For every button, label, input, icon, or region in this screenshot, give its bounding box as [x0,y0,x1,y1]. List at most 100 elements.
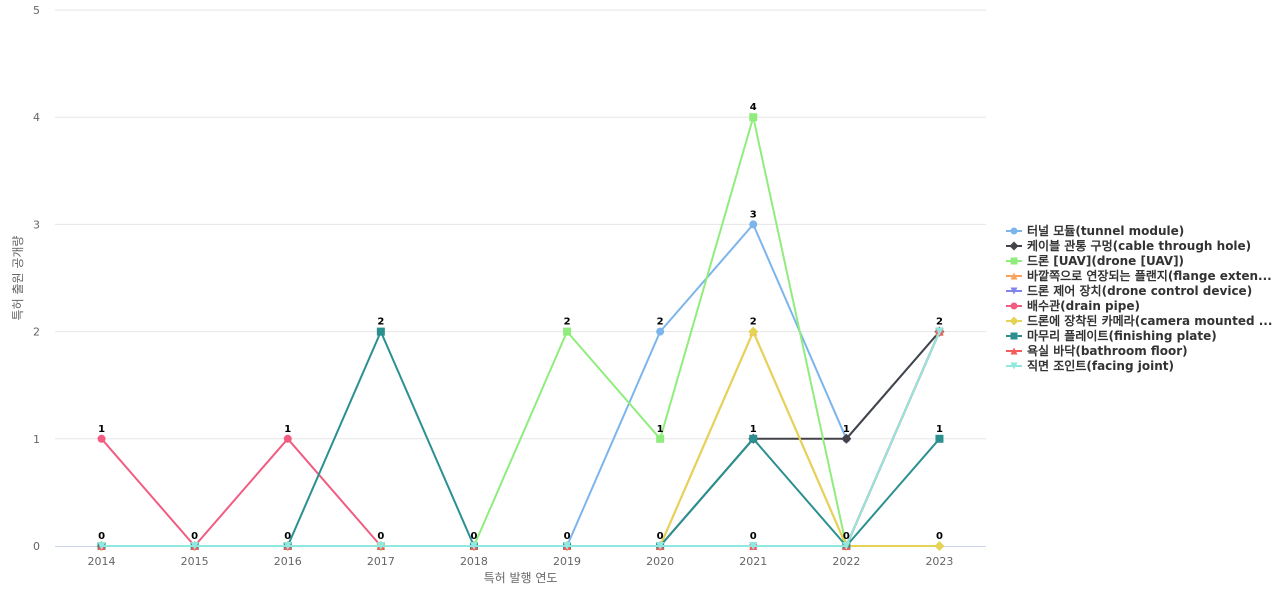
data-label: 0 [98,531,105,542]
legend-label: 드론 제어 장치(drone control device) [1027,283,1252,298]
legend-label: 드론 [UAV](drone [UAV]) [1027,253,1184,268]
legend-item[interactable]: 터널 모듈(tunnel module) [1006,223,1184,238]
data-label: 1 [750,424,757,435]
data-point[interactable] [283,434,292,443]
data-point[interactable] [935,327,944,336]
series-line[interactable] [101,331,941,547]
data-label: 0 [377,531,384,542]
data-point[interactable] [748,326,759,337]
legend[interactable]: 터널 모듈(tunnel module)케이블 관통 구멍(cable thro… [1006,223,1272,373]
data-point[interactable] [935,434,944,443]
data-point[interactable] [749,113,758,122]
legend-item[interactable]: 케이블 관통 구멍(cable through hole) [1006,238,1251,253]
data-point[interactable] [563,542,572,550]
data-point [1010,287,1018,295]
data-point[interactable] [283,542,292,550]
x-tick-label: 2021 [739,555,767,568]
y-tick-label: 5 [33,4,40,17]
series-9 [97,327,944,550]
data-point[interactable] [749,542,758,550]
series-layer [96,113,945,551]
data-point [1009,316,1019,326]
data-point [1010,302,1018,310]
data-label: 2 [377,317,384,328]
data-point [1010,332,1018,340]
y-tick-label: 1 [33,433,40,446]
x-tick-label: 2014 [88,555,116,568]
series-0 [97,220,944,550]
data-point[interactable] [841,433,852,444]
data-point[interactable] [934,541,945,551]
y-tick-label: 4 [33,111,40,124]
x-tick-label: 2022 [832,555,860,568]
data-point [1010,257,1018,265]
legend-label: 케이블 관통 구멍(cable through hole) [1027,238,1251,253]
x-tick-label: 2016 [274,555,302,568]
data-point[interactable] [656,542,665,550]
data-point[interactable] [656,327,665,336]
y-tick-label: 0 [33,540,40,553]
data-label: 0 [564,531,571,542]
legend-item[interactable]: 바깥쪽으로 연장되는 플랜지(flange exten... [1006,268,1272,283]
legend-item[interactable]: 마무리 플레이트(finishing plate) [1006,328,1217,343]
y-axis-ticks: 0 1 2 3 4 5 [33,4,40,553]
x-axis-ticks: 2014 2015 2016 2017 2018 2019 2020 2021 2022 2023 [88,555,954,568]
data-point [1010,227,1018,235]
legend-item[interactable]: 드론 제어 장치(drone control device) [1006,283,1252,298]
data-labels: 1 0 0 1 0 2 0 0 2 0 2 1 0 4 3 2 1 0 1 0 2 1 0 [98,102,943,542]
data-label: 2 [564,317,571,328]
data-label: 1 [657,424,664,435]
grid-lines [55,9,986,440]
data-point [1010,347,1018,355]
legend-label: 욕실 바닥(bathroom floor) [1027,343,1188,358]
legend-label: 바깥쪽으로 연장되는 플랜지(flange exten... [1027,268,1272,283]
data-label: 0 [284,531,291,542]
data-point[interactable] [97,542,106,550]
legend-item[interactable]: 배수관(drain pipe) [1006,298,1140,313]
data-point[interactable] [190,542,199,550]
legend-label: 마무리 플레이트(finishing plate) [1027,328,1217,343]
series-line[interactable] [101,223,941,547]
data-label: 2 [936,317,943,328]
legend-item[interactable]: 드론에 장착된 카메라(camera mounted ... [1006,313,1272,328]
data-point[interactable] [376,542,385,550]
x-tick-label: 2018 [460,555,488,568]
data-label: 1 [936,424,943,435]
data-label: 1 [284,424,291,435]
data-point[interactable] [563,327,572,336]
data-label: 1 [843,424,850,435]
x-tick-label: 2019 [553,555,581,568]
data-point [1009,241,1019,251]
data-point[interactable] [656,434,665,443]
data-point[interactable] [97,434,106,443]
data-label: 2 [750,317,757,328]
data-label: 0 [191,531,198,542]
data-point[interactable] [749,434,758,443]
x-tick-label: 2023 [925,555,953,568]
legend-item[interactable]: 드론 [UAV](drone [UAV]) [1006,253,1184,268]
legend-label: 배수관(drain pipe) [1027,298,1140,313]
legend-label: 직면 조인트(facing joint) [1027,358,1174,373]
legend-item[interactable]: 욕실 바닥(bathroom floor) [1006,343,1188,358]
legend-label: 드론에 장착된 카메라(camera mounted ... [1027,313,1272,328]
y-tick-label: 2 [33,326,40,339]
data-label: 3 [750,209,757,220]
data-point[interactable] [749,220,758,229]
data-label: 1 [98,424,105,435]
y-tick-label: 3 [33,218,40,231]
data-point[interactable] [376,327,385,336]
data-label: 2 [657,317,664,328]
data-label: 0 [843,531,850,542]
y-axis-title: 특허 출원 공개량 [11,236,25,321]
data-label: 0 [936,531,943,542]
legend-item[interactable]: 직면 조인트(facing joint) [1006,358,1174,373]
data-label: 4 [750,102,757,113]
data-point [1010,272,1018,280]
x-axis-title: 특허 발행 연도 [484,570,558,585]
x-tick-label: 2015 [181,555,209,568]
data-point[interactable] [469,542,478,550]
data-label: 0 [750,531,757,542]
data-point[interactable] [842,542,851,550]
legend-label: 터널 모듈(tunnel module) [1027,223,1184,238]
